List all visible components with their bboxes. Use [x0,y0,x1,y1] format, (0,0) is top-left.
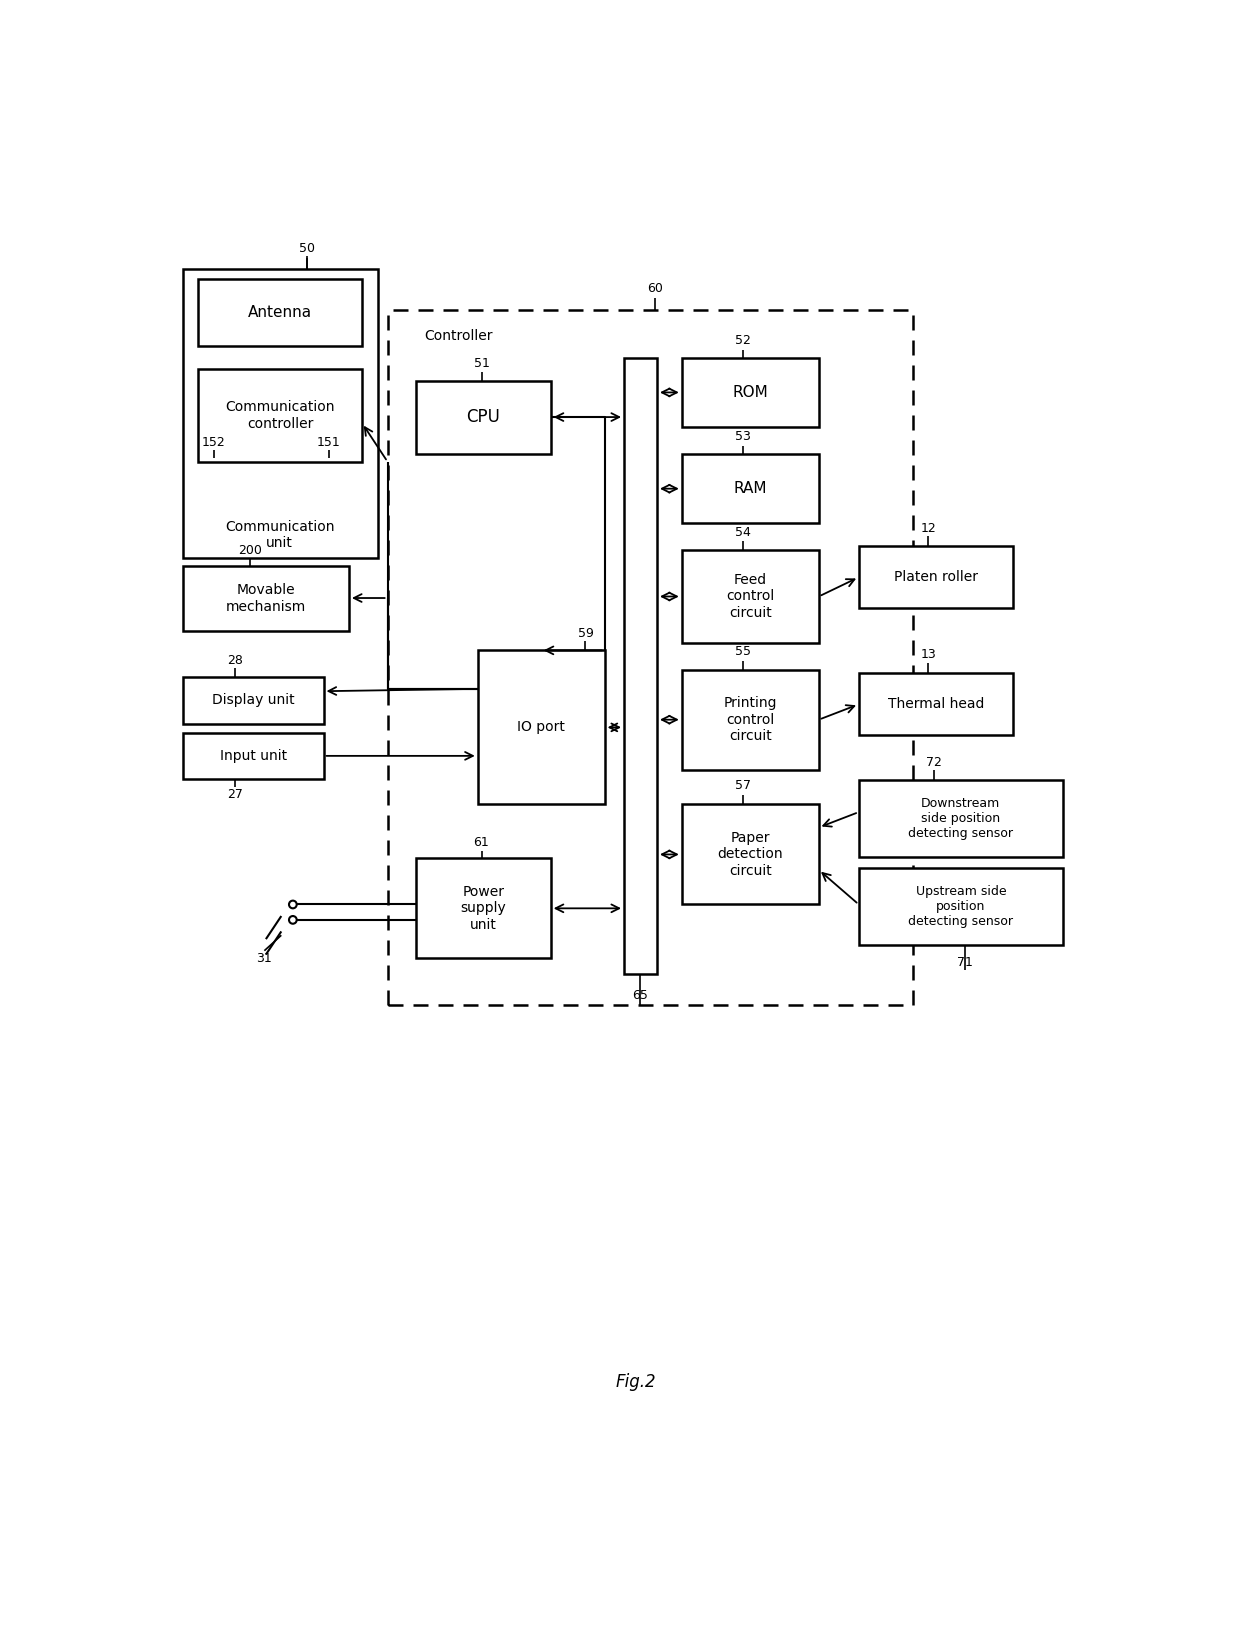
Text: Fig.2: Fig.2 [615,1373,656,1391]
Bar [182,270,377,557]
Text: Upstream side
position
detecting sensor: Upstream side position detecting sensor [909,886,1013,928]
Text: 152: 152 [202,436,226,449]
Text: 151: 151 [317,436,341,449]
Text: 51: 51 [474,358,490,371]
Text: Platen roller: Platen roller [894,570,978,585]
Bar [682,454,818,523]
Text: 52: 52 [735,335,751,348]
Text: 61: 61 [474,837,490,850]
Text: Communication
controller: Communication controller [226,400,335,431]
Bar [182,565,350,631]
Text: CPU: CPU [466,408,501,426]
Bar [182,678,324,724]
Text: Feed
control
circuit: Feed control circuit [727,574,774,619]
Bar [388,310,913,1005]
Text: Input unit: Input unit [219,748,286,763]
Text: 13: 13 [920,649,936,662]
Text: 50: 50 [299,242,315,255]
Text: 12: 12 [920,523,936,536]
Text: IO port: IO port [517,721,565,734]
Bar [682,551,818,642]
Text: 53: 53 [735,430,751,443]
Bar [198,369,362,462]
Text: RAM: RAM [734,480,768,497]
Text: 72: 72 [926,755,942,768]
Text: 200: 200 [238,544,263,557]
Text: Thermal head: Thermal head [888,698,985,711]
Text: 57: 57 [735,779,751,792]
Bar [859,546,1013,608]
Bar [198,279,362,346]
Bar [859,779,1063,856]
Bar [182,732,324,779]
Text: ROM: ROM [733,386,768,400]
Text: 54: 54 [735,526,751,539]
Bar [477,650,605,804]
Text: Downstream
side position
detecting sensor: Downstream side position detecting senso… [909,797,1013,840]
Bar [682,804,818,905]
Text: 31: 31 [257,953,273,966]
Text: Display unit: Display unit [212,693,295,708]
Text: Controller: Controller [424,328,492,343]
Bar [682,670,818,770]
Text: 60: 60 [647,283,662,296]
Text: 27: 27 [227,788,243,801]
Bar [417,381,551,454]
Text: Communication
unit: Communication unit [224,520,335,551]
Text: 28: 28 [227,654,243,667]
Bar [624,358,657,974]
Text: Paper
detection
circuit: Paper detection circuit [718,832,782,877]
Bar [682,358,818,426]
Text: 71: 71 [957,956,973,969]
Text: 59: 59 [578,627,594,641]
Text: Printing
control
circuit: Printing control circuit [723,696,777,743]
Bar [417,858,551,959]
Text: 65: 65 [632,989,649,1002]
Text: Power
supply
unit: Power supply unit [460,886,506,931]
Bar [859,673,1013,735]
Text: Antenna: Antenna [248,306,312,320]
Text: Movable
mechanism: Movable mechanism [226,583,306,613]
Bar [859,868,1063,946]
Text: 55: 55 [735,645,751,659]
